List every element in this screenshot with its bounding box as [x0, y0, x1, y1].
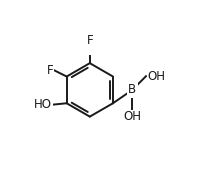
- Text: B: B: [128, 83, 136, 96]
- Text: HO: HO: [34, 98, 52, 111]
- Text: F: F: [46, 64, 53, 77]
- Text: F: F: [87, 34, 93, 47]
- Text: OH: OH: [123, 110, 141, 124]
- Text: OH: OH: [147, 70, 165, 83]
